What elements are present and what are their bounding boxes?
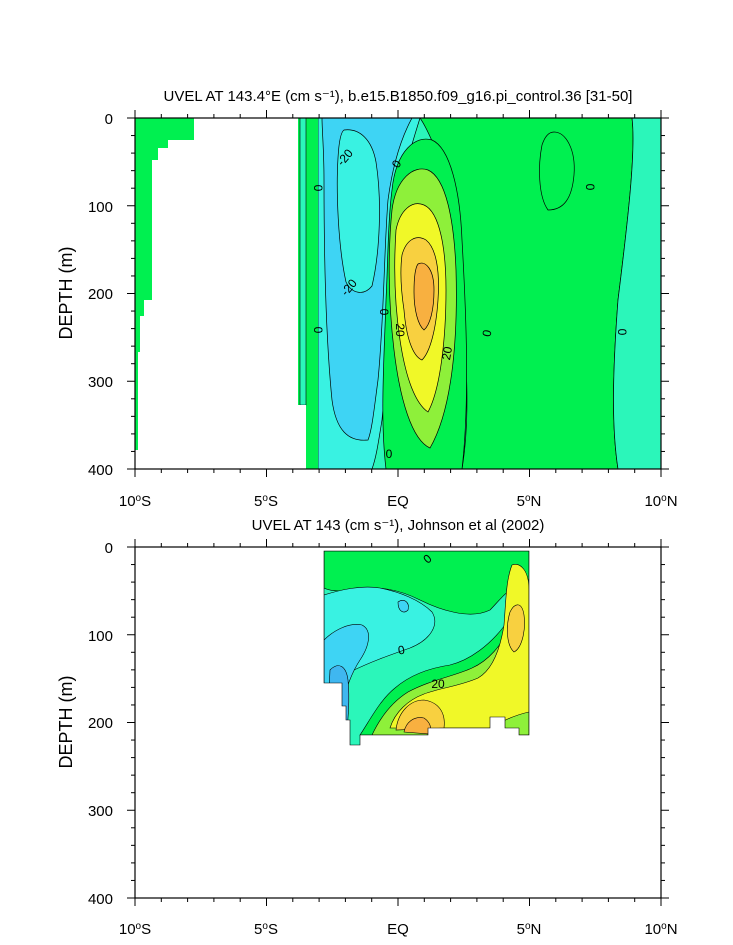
top-fill-west-wedge [135,118,194,450]
bot-fill-30-east [389,564,529,729]
bot-fill-40-east [507,604,525,653]
top-contour-label-5: 0 [377,309,391,316]
top-fill-neg30 [336,129,380,293]
bottom-contour-label-3: 20 [431,677,445,691]
top-contour-label-2: 0 [311,185,325,192]
top-fill-50-jet [413,262,435,331]
bottom-ytick-200: 200 [88,715,113,732]
top-panel: UVEL AT 143.4°E (cm s⁻¹), b.e15.B1850.f0… [56,88,678,510]
top-xtick-5N: 5oN [517,493,542,511]
top-ylabel: DEPTH (m) [56,247,76,340]
bot-fill-small-eddy [397,600,409,613]
top-ytick-400: 400 [88,462,113,479]
bottom-panel: UVEL AT 143 (cm s⁻¹), Johnson et al (200… [56,517,678,938]
top-land-mask-2 [298,405,306,469]
top-xtick-5S: 5oS [254,493,278,511]
bottom-xtick-EQ: EQ [387,921,409,938]
top-land-mask-3 [135,118,298,469]
top-contour-label-7: 20 [439,345,455,361]
top-contour-label-6: 20 [393,323,407,337]
bottom-xtick-5N: 5oN [517,921,542,939]
bottom-contour-label-2: 0 [397,643,406,658]
bottom-panel-title: UVEL AT 143 (cm s⁻¹), Johnson et al (200… [252,517,545,534]
top-fill-boundary-inner [299,118,307,406]
top-fill-0-pocket [613,118,661,469]
bottom-ytick-100: 100 [88,628,113,645]
bot-fill-40-center [395,699,445,731]
bottom-axis-ticks [127,539,669,906]
bottom-ylabel: DEPTH (m) [56,676,76,769]
top-panel-title: UVEL AT 143.4°E (cm s⁻¹), b.e15.B1850.f0… [164,88,633,105]
top-ytick-100: 100 [88,199,113,216]
bottom-xtick-10N: 10oN [644,921,677,939]
bottom-ytick-300: 300 [88,803,113,820]
bottom-ytick-400: 400 [88,891,113,908]
top-fill-20-pocket [539,131,575,211]
top-xtick-EQ: EQ [387,493,409,510]
bottom-ytick-0: 0 [105,540,113,557]
top-contour-label-9: 0 [311,327,325,334]
top-axis-ticks [127,110,669,477]
top-ytick-200: 200 [88,286,113,303]
top-ytick-0: 0 [105,111,113,128]
bottom-xtick-10S: 10oS [119,921,151,939]
bottom-xtick-5S: 5oS [254,921,278,939]
top-contour-label-11: 0 [615,329,629,336]
top-contour-field [135,118,661,469]
bottom-contour-field [324,551,529,745]
top-contour-label-10: 0 [583,184,597,191]
bot-fill-neg30 [329,665,350,741]
top-xtick-10S: 10oS [119,493,151,511]
top-xtick-10N: 10oN [644,493,677,511]
top-contour-label-12: 0 [386,447,393,461]
top-contour-label-8: 0 [480,328,495,337]
bottom-data-outline [323,550,530,746]
top-ytick-300: 300 [88,374,113,391]
